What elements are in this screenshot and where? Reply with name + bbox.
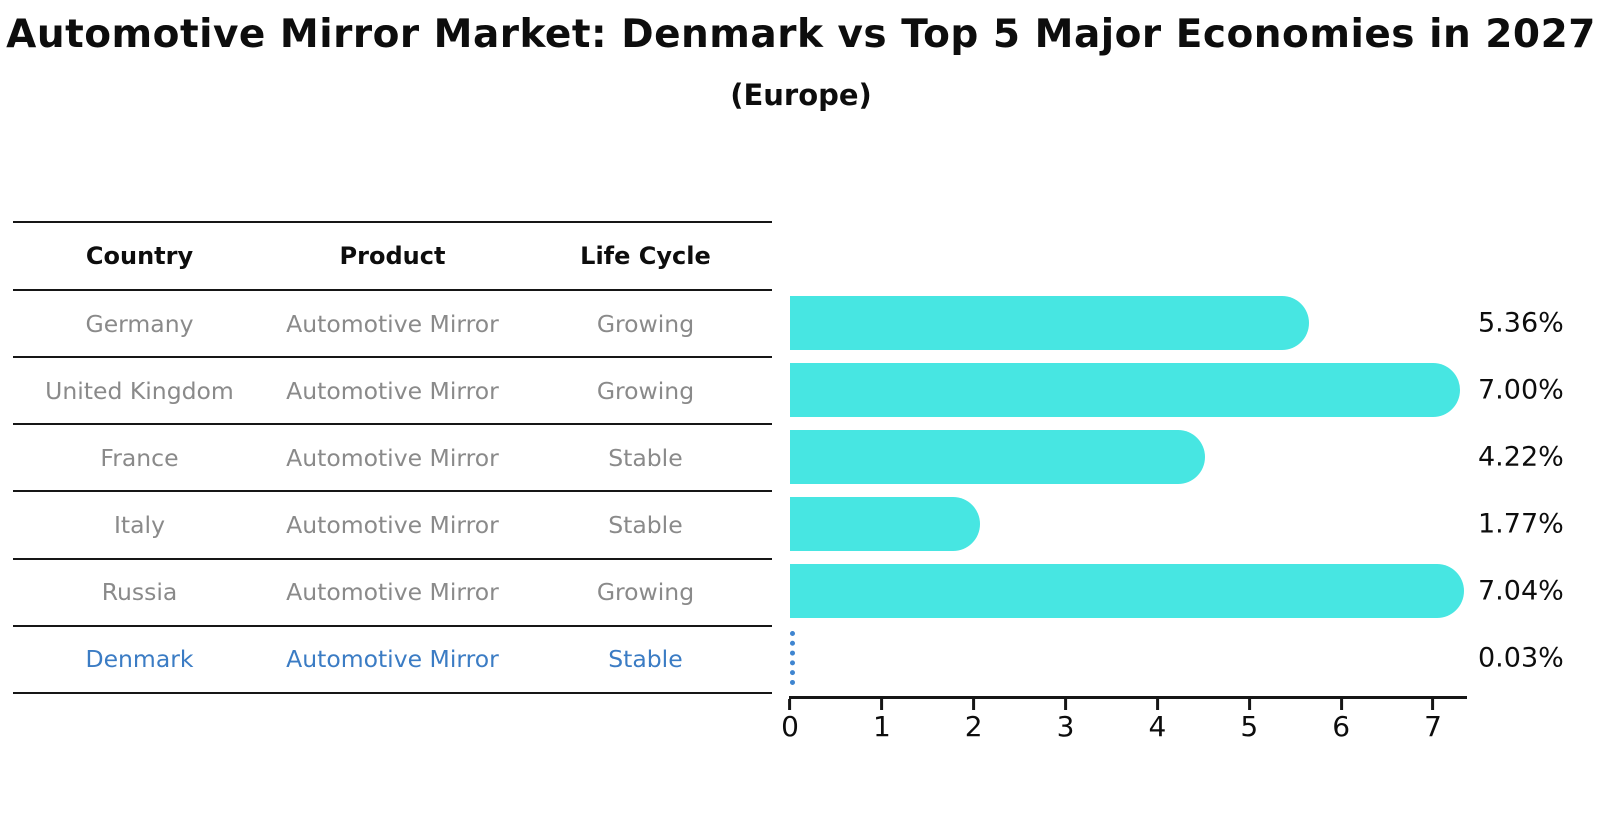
column-header-product: Product <box>339 242 446 270</box>
table-row-united-kingdom: United Kingdom Automotive Mirror Growing <box>13 356 772 423</box>
cell-country: Germany <box>85 309 194 338</box>
bar-denmark-dotted-marker <box>790 631 795 686</box>
table-row-france: France Automotive Mirror Stable <box>13 423 772 490</box>
cell-product: Automotive Mirror <box>286 645 499 674</box>
x-tick-5: 5 <box>1240 699 1258 741</box>
bar-value-germany: 5.36% <box>1478 307 1564 339</box>
bar-italy <box>790 497 980 552</box>
bar-france <box>790 429 1205 484</box>
cell-product: Automotive Mirror <box>286 443 499 472</box>
bar-value-russia: 7.04% <box>1478 575 1564 607</box>
bar-germany <box>790 295 1310 350</box>
cell-life-cycle: Growing <box>596 578 695 607</box>
x-tick-mark <box>1339 699 1343 710</box>
table-row-germany: Germany Automotive Mirror Growing <box>13 289 772 356</box>
bar-row-denmark: 0.03% <box>790 625 1602 692</box>
cell-life-cycle: Growing <box>596 309 695 338</box>
x-tick-3: 3 <box>1056 699 1075 743</box>
bar-united-kingdom <box>790 362 1461 417</box>
x-tick-6: 6 <box>1332 699 1350 741</box>
x-axis: 0 1 2 3 4 5 6 7 <box>781 699 1468 759</box>
x-axis-line <box>789 696 1467 699</box>
bar-value-denmark: 0.03% <box>1478 642 1564 674</box>
cell-product: Automotive Mirror <box>286 578 499 607</box>
table-row-denmark: Denmark Automotive Mirror Stable <box>13 624 772 692</box>
cell-life-cycle: Stable <box>608 511 683 540</box>
bar-value-france: 4.22% <box>1478 441 1564 473</box>
x-tick-label: 2 <box>964 710 983 743</box>
x-tick-label: 5 <box>1240 710 1259 743</box>
table-row-italy: Italy Automotive Mirror Stable <box>13 490 772 557</box>
cell-product: Automotive Mirror <box>286 376 499 405</box>
x-tick-mark <box>1247 699 1251 710</box>
bar-row-italy: 1.77% <box>790 490 1602 557</box>
x-tick-label: 0 <box>781 710 799 743</box>
cell-life-cycle: Stable <box>608 443 683 472</box>
x-tick-mark <box>972 699 976 710</box>
cell-product: Automotive Mirror <box>286 309 499 338</box>
x-tick-label: 6 <box>1332 710 1351 743</box>
chart-title: Automotive Mirror Market: Denmark vs Top… <box>6 12 1596 57</box>
bar-value-italy: 1.77% <box>1478 508 1564 540</box>
x-tick-label: 7 <box>1424 710 1442 743</box>
bar-row-france: 4.22% <box>790 423 1602 490</box>
x-tick-7: 7 <box>1424 699 1442 741</box>
cell-country: Russia <box>101 578 178 607</box>
cell-life-cycle: Growing <box>596 376 695 405</box>
x-tick-mark <box>880 699 884 710</box>
bar-row-united-kingdom: 7.00% <box>790 356 1602 423</box>
bar-russia <box>790 564 1464 619</box>
x-tick-label: 4 <box>1148 710 1167 743</box>
cell-country: United Kingdom <box>45 376 234 405</box>
x-tick-4: 4 <box>1148 699 1167 743</box>
cell-country: Denmark <box>85 645 194 674</box>
table-row-russia: Russia Automotive Mirror Growing <box>13 557 772 625</box>
x-tick-mark <box>788 699 792 710</box>
x-tick-label: 1 <box>872 710 891 743</box>
x-tick-1: 1 <box>873 699 891 741</box>
x-tick-mark <box>1431 699 1435 710</box>
column-header-life-cycle: Life Cycle <box>580 242 711 270</box>
x-tick-mark <box>1064 699 1068 710</box>
cell-country: Italy <box>114 511 165 540</box>
x-tick-2: 2 <box>965 699 983 741</box>
bar-row-russia: 7.04% <box>790 558 1602 625</box>
column-header-country: Country <box>85 242 194 270</box>
cell-product: Automotive Mirror <box>286 511 499 540</box>
chart-subtitle: (Europe) <box>730 78 872 112</box>
cell-country: France <box>100 443 179 472</box>
cell-life-cycle: Stable <box>608 645 683 674</box>
country-table: Country Product Life Cycle Germany Autom… <box>13 221 772 694</box>
table-header-row: Country Product Life Cycle <box>13 221 772 289</box>
bar-row-germany: 5.36% <box>790 289 1602 356</box>
bar-value-united-kingdom: 7.00% <box>1478 374 1564 406</box>
x-tick-mark <box>1155 699 1159 710</box>
x-tick-0: 0 <box>781 699 799 741</box>
bar-plot-area: 5.36% 7.00% 4.22% 1.77% 7.04% 0.03% <box>790 289 1602 692</box>
x-tick-label: 3 <box>1056 710 1075 743</box>
